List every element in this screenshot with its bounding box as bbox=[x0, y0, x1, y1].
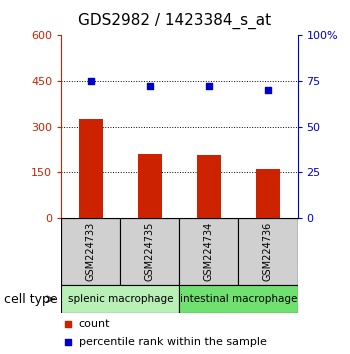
Text: GDS2982 / 1423384_s_at: GDS2982 / 1423384_s_at bbox=[78, 12, 272, 29]
Text: percentile rank within the sample: percentile rank within the sample bbox=[79, 337, 267, 347]
Bar bbox=[180, 285, 298, 313]
Point bbox=[65, 339, 71, 344]
Point bbox=[206, 84, 212, 89]
Point bbox=[265, 87, 271, 93]
Point bbox=[88, 78, 93, 84]
Text: splenic macrophage: splenic macrophage bbox=[68, 294, 173, 304]
Text: GSM224736: GSM224736 bbox=[263, 222, 273, 281]
Point bbox=[65, 321, 71, 327]
Bar bbox=[79, 119, 103, 218]
Point bbox=[147, 84, 153, 89]
Bar bbox=[120, 218, 179, 285]
Bar bbox=[61, 285, 180, 313]
Bar bbox=[256, 169, 280, 218]
Text: GSM224735: GSM224735 bbox=[145, 222, 155, 281]
Bar bbox=[180, 218, 238, 285]
Bar bbox=[61, 218, 120, 285]
Text: intestinal macrophage: intestinal macrophage bbox=[180, 294, 297, 304]
Bar bbox=[138, 154, 162, 218]
Text: GSM224734: GSM224734 bbox=[204, 222, 214, 281]
Text: count: count bbox=[79, 319, 110, 329]
Bar bbox=[197, 155, 221, 218]
Bar bbox=[238, 218, 298, 285]
Text: GSM224733: GSM224733 bbox=[86, 222, 96, 281]
Text: cell type: cell type bbox=[4, 293, 57, 306]
